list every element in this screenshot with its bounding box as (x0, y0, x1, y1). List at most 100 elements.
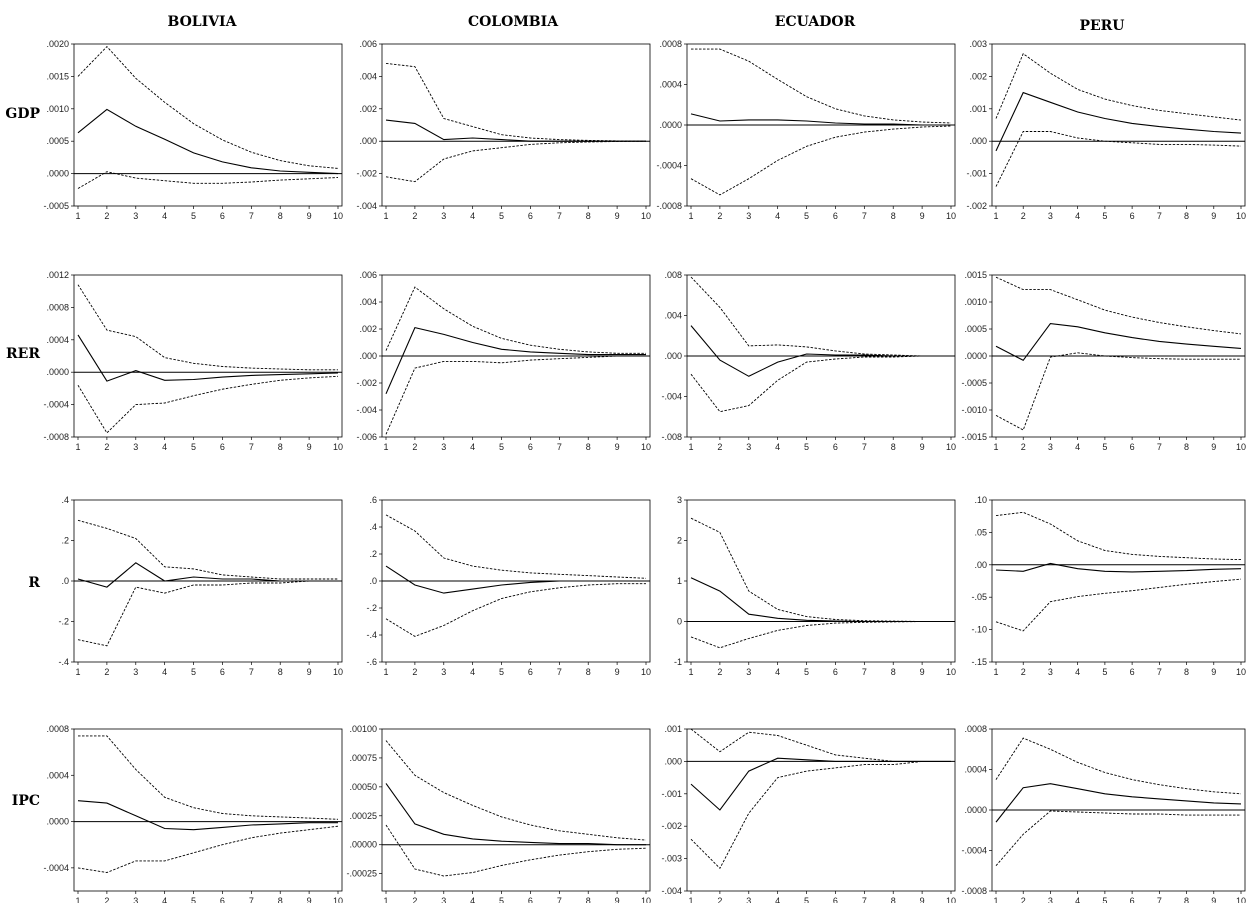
x-tick-label: 7 (249, 896, 254, 903)
response-line (385, 326, 646, 395)
x-tick-label: 3 (1048, 211, 1053, 221)
lower-band-line (690, 125, 952, 196)
x-tick-label: 1 (993, 896, 998, 903)
x-tick-label: 10 (1236, 442, 1246, 452)
y-tick-label: -.0008 (656, 201, 682, 211)
y-tick-label: -1 (674, 657, 682, 667)
x-tick-label: 1 (993, 442, 998, 452)
panel-colombia-rer: .006 .004 .002 .000 -.002 -.004 -.006 1 2 3 4 5 6 7 8 9… (356, 270, 651, 452)
upper-band-line (77, 45, 339, 169)
y-tick-label: .0008 (964, 724, 987, 734)
response-line (995, 91, 1242, 152)
x-tick-label: 4 (1075, 667, 1080, 677)
y-tick-label: .0008 (46, 302, 69, 312)
y-tick-label: .0020 (46, 39, 69, 49)
x-tick-label: 2 (1021, 442, 1026, 452)
x-tick-label: 9 (1211, 896, 1216, 903)
x-tick-label: 7 (1157, 667, 1162, 677)
x-tick-label: 1 (688, 211, 693, 221)
panel-peru-gdp: .003 .002 .001 .000 -.001 -.002 1 2 3 4 5 6 7 8 9 10 (966, 39, 1246, 221)
x-tick-label: 9 (615, 667, 620, 677)
x-tick-label: 7 (862, 442, 867, 452)
x-tick-label: 4 (1075, 896, 1080, 903)
lower-band-line (690, 355, 951, 413)
x-tick-label: 6 (528, 896, 533, 903)
x-tick-label: 5 (804, 211, 809, 221)
y-tick-label: -.6 (366, 657, 377, 667)
response-line (690, 325, 951, 377)
x-tick-label: 5 (191, 896, 196, 903)
x-tick-label: 10 (333, 667, 343, 677)
x-tick-label: 3 (133, 211, 138, 221)
lower-band-line (77, 171, 339, 189)
x-tick-label: 2 (717, 211, 722, 221)
x-tick-label: 9 (1211, 667, 1216, 677)
x-tick-label: 8 (1184, 211, 1189, 221)
x-tick-label: 10 (641, 211, 651, 221)
upper-band-line (995, 53, 1242, 121)
y-tick-label: -.0008 (961, 886, 987, 896)
y-tick-label: .4 (61, 495, 69, 505)
y-tick-label: .00100 (349, 724, 377, 734)
y-tick-label: .0004 (659, 80, 682, 90)
upper-band-line (995, 276, 1242, 335)
lower-band-line (995, 131, 1242, 187)
x-tick-label: 5 (1102, 896, 1107, 903)
y-tick-label: .000 (664, 756, 682, 766)
panel-bolivia-r: .4 .2 .0 -.2 -.4 1 2 3 4 5 6 7 8 9 10 (58, 495, 343, 677)
y-tick-label: .0000 (46, 169, 69, 179)
y-tick-label: .0010 (46, 104, 69, 114)
y-tick-label: -.15 (971, 657, 987, 667)
y-tick-label: .0 (61, 576, 69, 586)
panel-colombia-r: .6 .4 .2 .0 -.2 -.4 -.6 1 2 3 4 5 6 7 8 9 10 (366, 495, 651, 677)
response-line (77, 800, 338, 831)
x-tick-label: 6 (220, 442, 225, 452)
upper-band-line (995, 511, 1242, 561)
x-tick-label: 9 (615, 211, 620, 221)
y-tick-label: 3 (677, 495, 682, 505)
upper-band-line (385, 286, 646, 354)
x-tick-label: 7 (862, 896, 867, 903)
x-tick-label: 2 (104, 211, 109, 221)
lower-band-line (77, 825, 339, 873)
x-tick-label: 9 (920, 667, 925, 677)
x-tick-label: 6 (1130, 667, 1135, 677)
x-tick-label: 6 (528, 667, 533, 677)
panel-frame (73, 728, 343, 892)
x-tick-label: 9 (307, 211, 312, 221)
response-line (385, 783, 646, 846)
x-tick-label: 10 (946, 211, 956, 221)
panel-colombia-ipc: .00100 .00075 .00050 .00025 .00000 -.00025 1 2 3… (346, 724, 651, 903)
panel-peru-rer: .0015 .0010 .0005 .0000 -.0005 -.0010 -.0015 1 2… (961, 270, 1246, 452)
x-tick-label: 4 (1075, 211, 1080, 221)
x-tick-label: 2 (104, 896, 109, 903)
x-tick-label: 1 (383, 667, 388, 677)
lower-band-line (77, 375, 339, 434)
y-tick-label: .002 (969, 71, 987, 81)
panel-ecuador-gdp: .0008 .0004 .0000 -.0004 -.0008 1 2 3 4 5 6 7 8 9 10 (656, 39, 956, 221)
y-tick-label: -.0004 (43, 400, 69, 410)
y-tick-label: .00000 (349, 840, 377, 850)
x-tick-label: 7 (249, 667, 254, 677)
y-tick-label: -.001 (966, 169, 987, 179)
lower-band-line (690, 621, 951, 649)
response-line (995, 783, 1242, 823)
x-tick-label: 3 (746, 667, 751, 677)
row-header-ipc: IPC (12, 793, 40, 809)
y-tick-label: .10 (974, 495, 987, 505)
panel-bolivia-gdp: .0020 .0015 .0010 .0005 .0000 -.0005 1 2 3 4 5 6 7 8 9… (43, 39, 343, 221)
response-line (385, 565, 646, 594)
x-tick-label: 4 (775, 896, 780, 903)
upper-band-line (385, 514, 647, 579)
x-tick-label: 4 (470, 211, 475, 221)
x-tick-label: 5 (804, 896, 809, 903)
x-tick-label: 4 (162, 442, 167, 452)
y-tick-label: -.10 (971, 625, 987, 635)
x-tick-label: 3 (746, 211, 751, 221)
panel-ecuador-rer: .008 .004 .000 -.004 -.008 1 2 3 4 5 6 7 8 9 10 (661, 270, 956, 452)
x-tick-label: 1 (688, 442, 693, 452)
y-tick-label: 1 (677, 576, 682, 586)
upper-band-line (690, 728, 951, 762)
panel-frame (381, 43, 651, 207)
x-tick-label: 10 (1236, 896, 1246, 903)
